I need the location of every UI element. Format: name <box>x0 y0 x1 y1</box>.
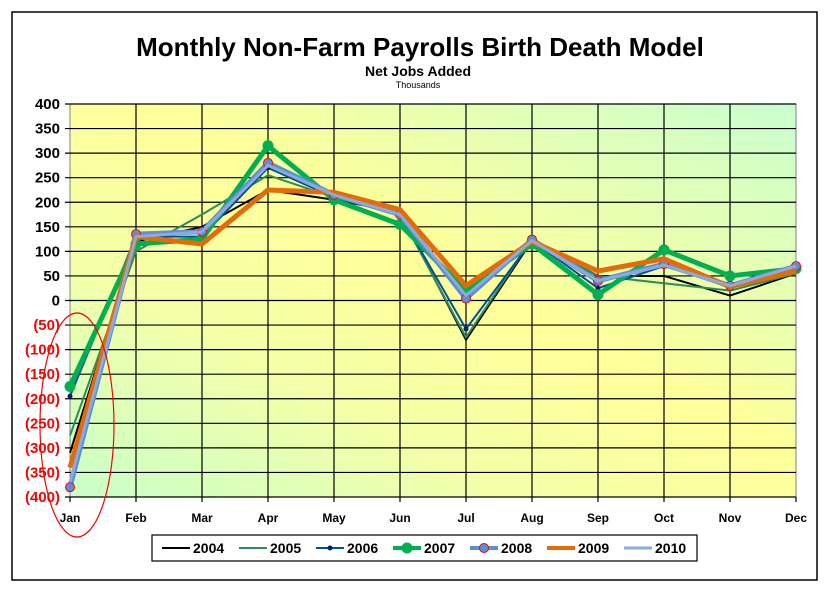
legend-marker-2008 <box>479 543 489 553</box>
y-tick-label: (200) <box>25 391 60 408</box>
series-line-2009 <box>67 187 797 469</box>
series-2009 <box>67 187 797 469</box>
data-point <box>64 380 76 392</box>
data-point <box>658 244 670 256</box>
y-tick-label: 400 <box>35 96 60 113</box>
x-tick-label: Nov <box>719 511 742 525</box>
chart-title: Monthly Non-Farm Payrolls Birth Death Mo… <box>136 32 704 62</box>
legend-label: 2006 <box>347 540 378 556</box>
y-tick-label: 50 <box>43 268 60 285</box>
legend-label: 2005 <box>270 540 301 556</box>
grid <box>65 103 797 502</box>
x-tick-label: Aug <box>520 511 543 525</box>
y-tick-label: (100) <box>25 342 60 359</box>
x-tick-label: Mar <box>191 511 213 525</box>
y-tick-label: (350) <box>25 464 60 481</box>
series-line-2010 <box>68 163 797 483</box>
legend-label: 2007 <box>424 540 455 556</box>
x-tick-label: Jul <box>457 511 474 525</box>
series-line-2005 <box>69 174 797 436</box>
y-tick-label: (400) <box>25 489 60 506</box>
x-tick-label: Sep <box>587 511 609 525</box>
x-tick-label: Feb <box>125 511 146 525</box>
y-tick-label: (50) <box>33 317 60 334</box>
y-tick-label: 200 <box>35 194 60 211</box>
y-tick-label: (250) <box>25 415 60 432</box>
annotation-ellipse <box>39 312 115 538</box>
chart-unit-label: Thousands <box>396 80 441 90</box>
y-tick-label: 300 <box>35 145 60 162</box>
y-axis: 400 350 300 250 200 150 100 50 0 (50) (100) (150) (2… <box>25 96 60 506</box>
legend-label: 2010 <box>655 540 686 556</box>
data-point <box>262 140 274 152</box>
x-tick-label: Apr <box>258 511 279 525</box>
data-point <box>65 482 75 493</box>
x-tick-label: Jan <box>60 511 81 525</box>
series-2005 <box>69 174 797 436</box>
x-tick-label: May <box>322 511 346 525</box>
y-tick-label: 350 <box>35 121 60 138</box>
y-tick-label: 100 <box>35 243 60 260</box>
legend-marker-2007 <box>401 542 413 554</box>
y-tick-label: 150 <box>35 219 60 236</box>
data-point <box>67 393 73 399</box>
legend-items: 2004 2005 2006 2007 2008 2009 2010 <box>162 540 686 556</box>
data-point <box>463 326 469 332</box>
series-lines <box>64 140 802 493</box>
x-axis: Jan Feb Mar Apr May Jun Jul Aug Sep Oct Nov Dec <box>60 511 808 525</box>
x-tick-label: Oct <box>654 511 674 525</box>
y-tick-label: 0 <box>52 293 60 310</box>
y-tick-label: (300) <box>25 440 60 457</box>
data-point <box>724 270 736 282</box>
x-tick-label: Jun <box>389 511 410 525</box>
y-tick-label: (150) <box>25 366 60 383</box>
data-point <box>592 289 604 301</box>
series-2010 <box>68 163 797 483</box>
legend-marker-2006 <box>327 545 333 551</box>
y-tick-label: 250 <box>35 170 60 187</box>
x-tick-label: Dec <box>785 511 807 525</box>
legend-label: 2008 <box>501 540 532 556</box>
legend-label: 2004 <box>193 540 224 556</box>
legend-label: 2009 <box>578 540 609 556</box>
chart-subtitle: Net Jobs Added <box>365 63 471 79</box>
